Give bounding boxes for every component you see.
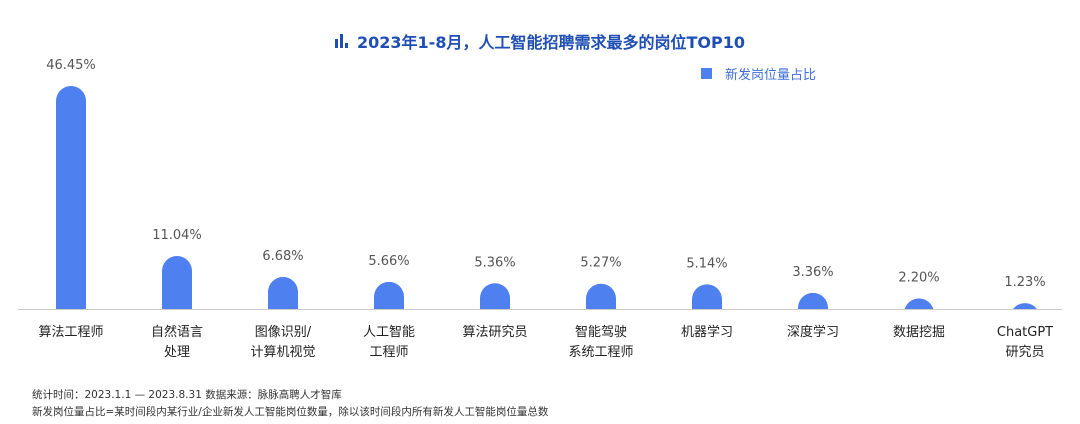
chart-title: 2023年1-8月，人工智能招聘需求最多的岗位TOP10 [357, 33, 745, 52]
category-label: 处理 [164, 345, 190, 360]
data-label: 1.23% [1004, 275, 1045, 290]
category-label: 人工智能 [363, 325, 415, 340]
bar [692, 284, 722, 309]
bar [586, 283, 616, 309]
category-label: 算法工程师 [38, 325, 103, 340]
category-label: 图像识别/ [255, 325, 312, 340]
category-label: 机器学习 [681, 324, 733, 340]
bar [162, 255, 192, 309]
bar [480, 283, 510, 309]
data-label: 46.45% [46, 58, 96, 73]
data-label: 11.04% [152, 228, 202, 243]
category-label: 自然语言 [151, 324, 203, 340]
legend-swatch [701, 68, 712, 79]
footnote-definition: 新发岗位量占比=某时间段内某行业/企业新发人工智能岗位数量，除以该时间段内所有新… [32, 406, 549, 418]
data-label: 5.66% [368, 254, 409, 269]
legend-label: 新发岗位量占比 [725, 68, 817, 83]
data-label: 6.68% [262, 249, 303, 264]
category-label: 智能驾驶 [575, 325, 627, 340]
bar [56, 86, 86, 309]
bar [374, 281, 404, 309]
data-label: 5.14% [686, 256, 727, 271]
data-label: 5.36% [474, 255, 515, 270]
bar [1013, 303, 1037, 309]
category-label: 数据挖掘 [893, 325, 945, 340]
chart-title-row: 2023年1-8月，人工智能招聘需求最多的岗位TOP10 [0, 29, 1080, 53]
legend: 新发岗位量占比 [701, 64, 816, 83]
category-label: 研究员 [1005, 345, 1044, 360]
data-label: 3.36% [792, 265, 833, 280]
footnote-stats: 统计时间：2023.1.1 — 2023.8.31 数据来源：脉脉高聘人才智库 [32, 389, 342, 401]
category-label: 算法研究员 [462, 325, 527, 340]
data-label: 5.27% [580, 256, 621, 271]
category-label: 工程师 [369, 345, 408, 360]
category-label: 计算机视觉 [250, 345, 315, 360]
bar [268, 276, 298, 309]
bar-chart-icon [335, 34, 349, 48]
category-label: ChatGPT [997, 325, 1053, 340]
data-label: 2.20% [898, 270, 939, 285]
bar [798, 292, 828, 309]
category-label: 深度学习 [787, 324, 839, 340]
bar [904, 298, 934, 309]
category-label: 系统工程师 [568, 345, 633, 360]
